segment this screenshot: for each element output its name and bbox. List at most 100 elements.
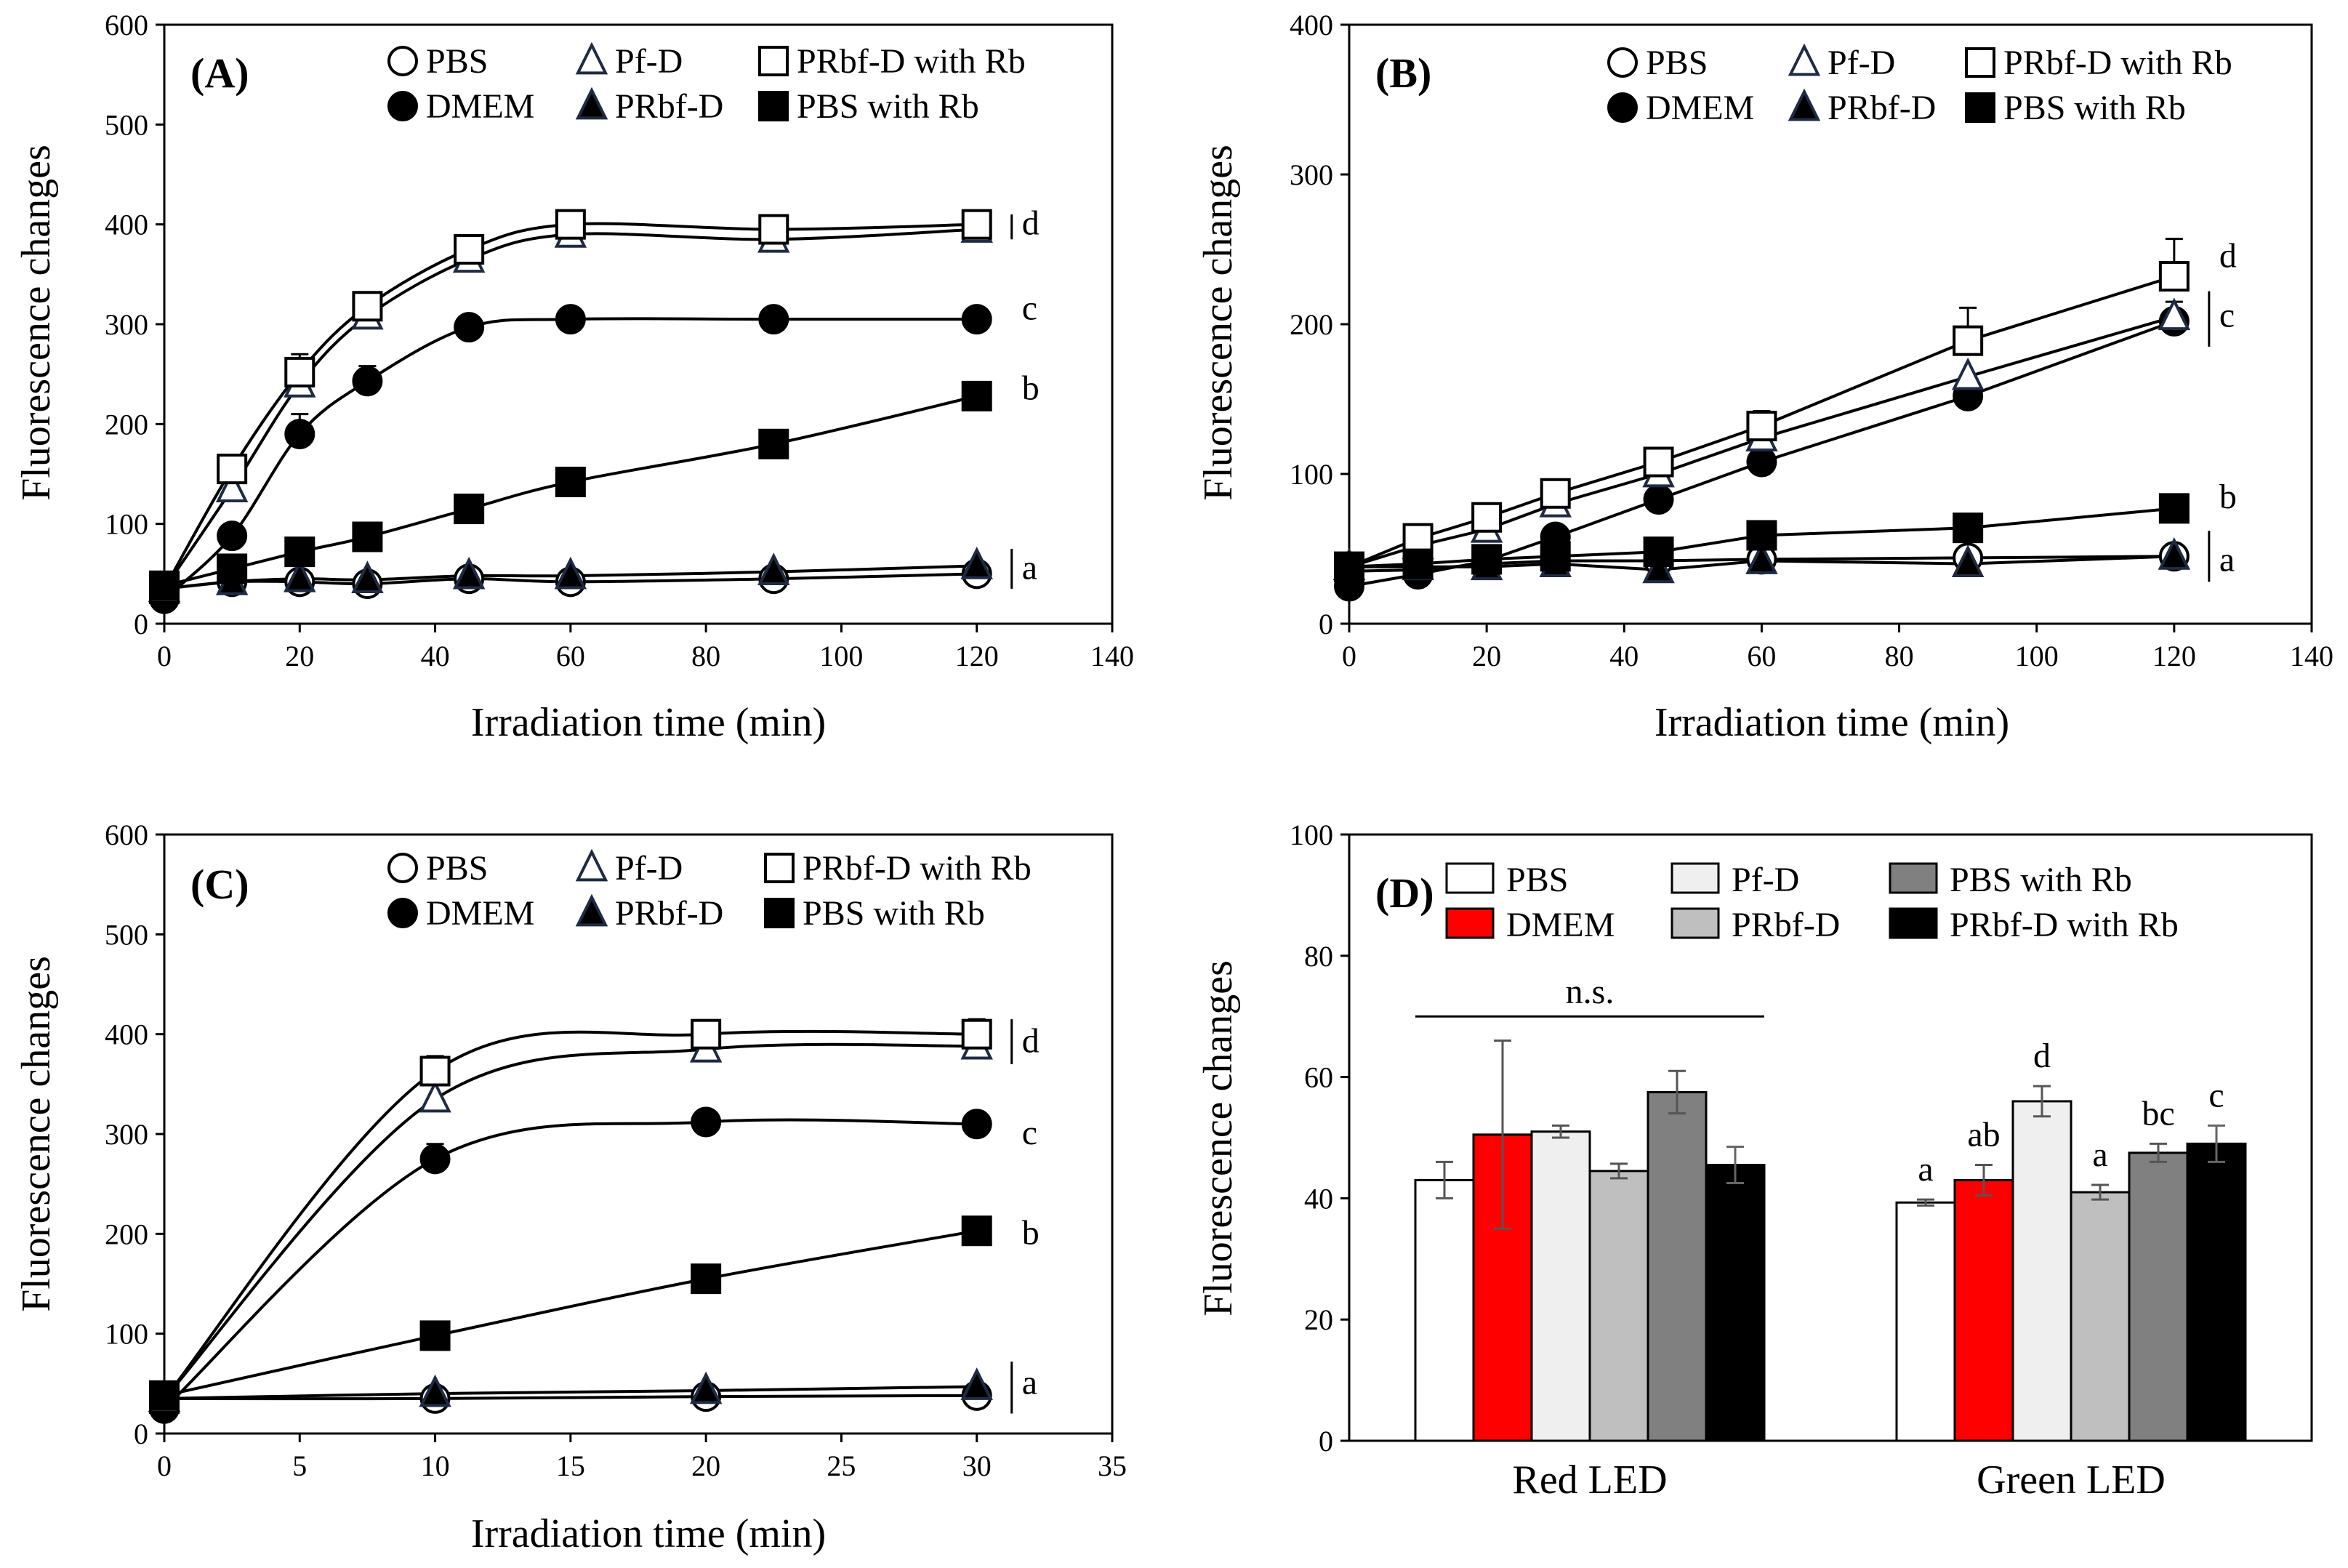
bar-significance-label: bc: [2142, 1094, 2174, 1133]
x-tick-label: 0: [1342, 640, 1356, 672]
x-tick-label: 60: [1747, 640, 1776, 672]
legend-label: DMEM: [1506, 906, 1615, 944]
legend-item-pbs-with-rb: PBS with Rb: [758, 87, 979, 126]
legend-item-dmem: DMEM: [387, 87, 534, 126]
marker-prbf-d: [1745, 542, 1778, 574]
marker-dmem: [1746, 446, 1777, 478]
legend-item-prbf-d-with-rb: PRbf-D with Rb: [1965, 44, 2232, 82]
legend-item-pf-d: Pf-D: [1670, 861, 1799, 899]
significance-label: a: [1022, 548, 1037, 587]
significance-label: b: [2219, 478, 2237, 516]
marker-dmem: [758, 304, 789, 335]
y-axis-title: Fluorescence changes: [1196, 145, 1241, 501]
marker-pbs: [1607, 47, 1638, 78]
x-tick-label: 20: [1472, 640, 1501, 672]
significance-label: a: [2219, 540, 2235, 579]
legend-label: PBS with Rb: [797, 87, 979, 126]
marker-prbf-d: [419, 1374, 451, 1407]
legend-item-prbf-d: PRbf-D: [575, 893, 723, 933]
marker-pbs-with-rb: [1402, 548, 1434, 579]
marker-prbf-d-with-rb: [961, 1018, 992, 1050]
marker-dmem: [1643, 484, 1674, 515]
series-line-pbs: [164, 1394, 977, 1401]
marker-dmem: [555, 304, 586, 335]
legend-swatch: [1670, 862, 1720, 894]
legend-label: PBS: [1506, 861, 1568, 899]
y-tick-label: 300: [1290, 158, 1333, 191]
marker-prbf-d: [575, 893, 608, 927]
significance-label: a: [1022, 1363, 1037, 1402]
x-tick-label: 140: [1090, 640, 1134, 672]
y-tick-label: 60: [1304, 1061, 1333, 1094]
series-line-pbs-with-rb: [164, 1229, 978, 1397]
marker-pbs-with-rb: [1953, 512, 1984, 544]
legend-label: PBS: [426, 849, 488, 888]
marker-pbs-with-rb: [217, 553, 248, 584]
marker-pbs-with-rb: [555, 466, 586, 497]
legend-label: PBS: [426, 42, 488, 81]
legend-item-pf-d: Pf-D: [575, 848, 683, 888]
marker-dmem: [387, 898, 418, 928]
x-tick-label: 80: [691, 640, 720, 672]
marker-pbs-with-rb: [149, 570, 180, 601]
marker-pbs-with-rb: [1643, 536, 1674, 568]
x-axis-title: Irradiation time (min): [1655, 700, 2009, 745]
x-tick-label: 100: [819, 640, 863, 672]
marker-prbf-d: [1642, 550, 1675, 584]
marker-prbf-d-with-rb: [352, 291, 383, 322]
legend-swatch: [1445, 862, 1495, 894]
y-tick-label: 20: [1304, 1303, 1333, 1336]
legend-item-dmem: DMEM: [387, 894, 534, 933]
marker-prbf-d-with-rb: [691, 1018, 722, 1050]
marker-prbf-d: [960, 547, 993, 579]
x-tick-label: 140: [2290, 640, 2333, 672]
series-line-prbf-d-with-rb: [163, 1029, 977, 1400]
y-tick-label: 100: [1290, 819, 1333, 851]
y-tick-label: 0: [134, 1418, 148, 1450]
marker-prbf-d: [689, 1371, 723, 1404]
series-line-prbf-d: [164, 1385, 977, 1400]
marker-pbs-with-rb: [419, 1320, 451, 1351]
marker-pbs-with-rb: [1746, 520, 1777, 551]
legend-label: PRbf-D with Rb: [1950, 906, 2179, 944]
marker-dmem: [961, 1109, 992, 1140]
y-tick-label: 200: [105, 1218, 148, 1250]
plot-frame: [1348, 833, 2313, 1442]
panel-b: Fluorescence changes Irradiation time (m…: [1196, 9, 2333, 745]
x-tick-label: 20: [691, 1450, 720, 1482]
bar-significance-label: d: [2033, 1037, 2051, 1075]
marker-prbf-d-with-rb: [2158, 261, 2190, 292]
marker-prbf-d-with-rb: [764, 853, 795, 883]
ns-label: n.s.: [1566, 973, 1615, 1011]
legend-item-prbf-d: PRbf-D: [1670, 906, 1840, 944]
panel-label: (B): [1375, 49, 1431, 97]
marker-pbs: [387, 853, 418, 883]
marker-prbf-d-with-rb: [454, 234, 485, 265]
marker-pf-d: [1788, 43, 1821, 76]
legend-label: Pf-D: [615, 42, 683, 81]
marker-pf-d: [419, 1079, 451, 1113]
marker-pf-d: [575, 41, 608, 75]
x-tick-label: 60: [556, 640, 585, 672]
legend-item-pbs: PBS: [387, 849, 488, 888]
y-tick-label: 400: [105, 209, 148, 241]
marker-pbs-with-rb: [149, 1380, 180, 1411]
legend-item-pbs: PBS: [1607, 44, 1708, 82]
marker-prbf-d: [554, 556, 587, 590]
legend: PBS Pf-D PRbf-D with Rb DMEM PRbf-D PBS with …: [387, 848, 1032, 933]
y-axis-title: Fluorescence changes: [14, 145, 59, 501]
marker-prbf-d-with-rb: [555, 209, 586, 240]
bar-pf-d-red-led: [1530, 1130, 1591, 1442]
legend-item-pbs: PBS: [387, 42, 488, 81]
series-line-pf-d: [163, 228, 977, 590]
legend-item-pf-d: Pf-D: [1788, 43, 1895, 82]
x-tick-label: 20: [285, 640, 314, 672]
y-tick-label: 600: [105, 9, 148, 41]
y-tick-label: 200: [1290, 308, 1333, 341]
legend-swatch: [1889, 862, 1938, 894]
marker-dmem: [387, 91, 418, 121]
legend-label: Pf-D: [1732, 861, 1799, 899]
marker-prbf-d-with-rb: [758, 46, 789, 76]
marker-dmem: [691, 1106, 722, 1138]
